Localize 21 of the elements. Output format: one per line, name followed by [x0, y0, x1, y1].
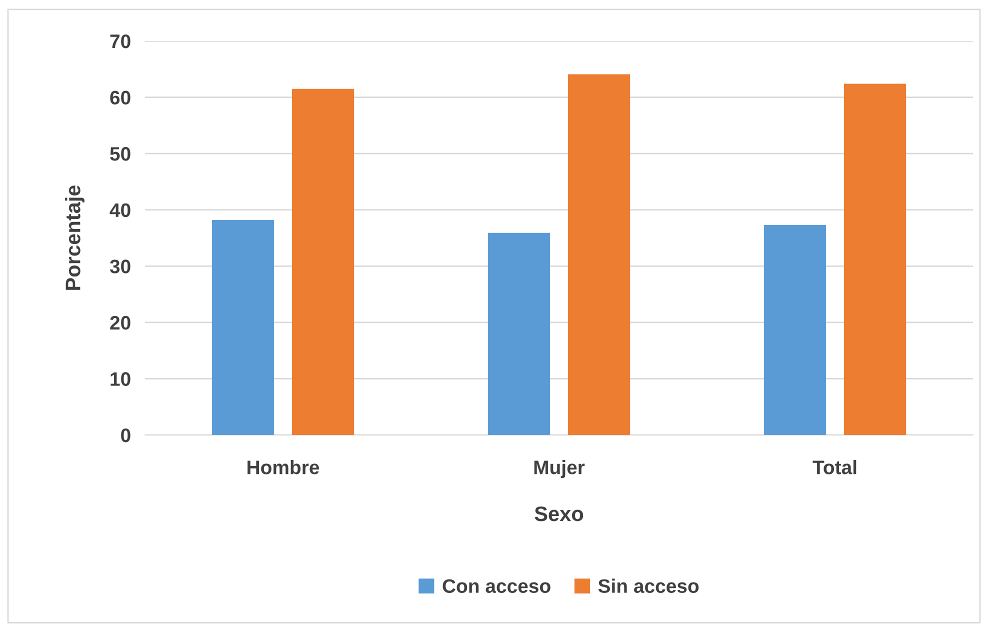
legend-label: Con acceso: [442, 579, 550, 593]
x-tick-label: Mujer: [534, 460, 585, 478]
bar: [292, 88, 354, 435]
y-tick-label: 30: [110, 260, 130, 274]
legend-label: Sin acceso: [598, 578, 699, 593]
y-tick-label: 40: [110, 203, 130, 218]
bar: [844, 84, 906, 435]
bar: [212, 220, 274, 435]
x-axis-title: Sexo: [534, 506, 584, 522]
y-tick-label: 10: [110, 372, 130, 386]
y-axis-title: Porcentaje: [65, 185, 84, 290]
bar: [568, 74, 630, 435]
y-tick-label: 20: [110, 316, 130, 330]
x-tick-label: Hombre: [248, 460, 320, 474]
x-tick-label: Total: [812, 460, 856, 474]
y-tick-label: 60: [110, 90, 130, 105]
y-tick-label: 50: [110, 147, 130, 161]
bar: [488, 232, 550, 435]
y-tick-label: 70: [110, 34, 130, 48]
bar: [764, 225, 826, 435]
y-tick-label: 0: [121, 428, 130, 442]
